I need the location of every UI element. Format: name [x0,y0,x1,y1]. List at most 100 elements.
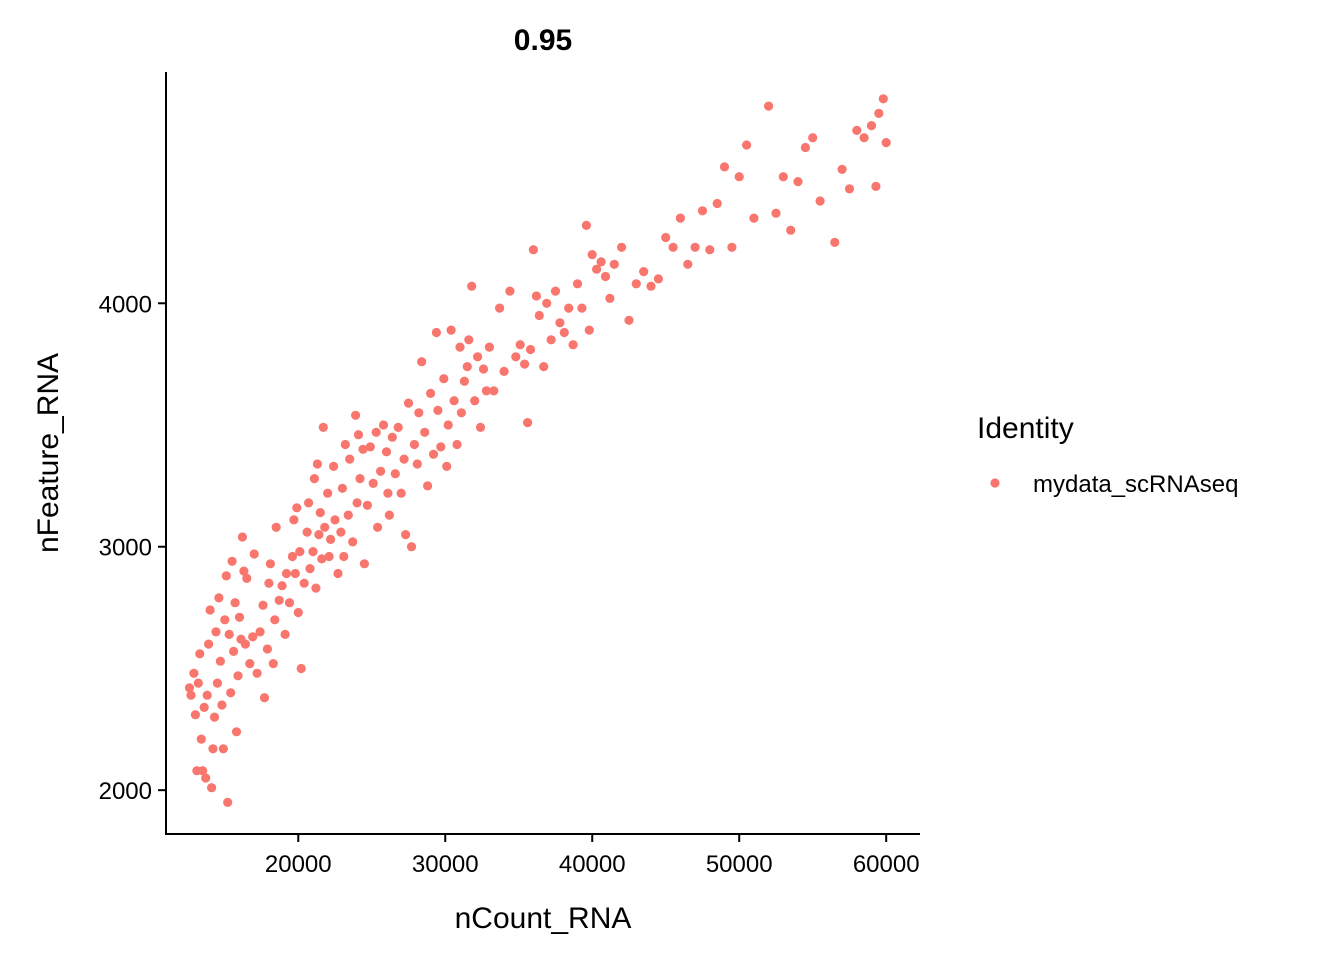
data-point-68 [308,547,318,557]
data-point-44 [258,600,268,610]
data-point-104 [383,488,393,498]
data-point-23 [220,615,230,625]
data-point-155 [539,362,549,372]
data-point-148 [515,340,525,350]
data-point-197 [800,142,811,153]
data-point-130 [452,439,462,450]
data-point-102 [378,420,389,430]
data-point-78 [324,551,334,562]
data-point-192 [764,101,774,111]
data-point-116 [414,408,424,418]
data-point-145 [499,366,509,376]
data-point-18 [212,678,222,688]
data-point-15 [208,744,218,754]
data-point-12 [204,639,214,649]
x-tick-label: 40000 [559,851,626,878]
data-point-69 [309,474,319,484]
data-point-169 [596,257,606,267]
data-point-92 [353,430,364,440]
data-point-206 [871,181,881,191]
data-point-140 [478,364,489,374]
data-point-115 [412,459,422,469]
data-point-112 [403,398,414,408]
data-point-156 [542,298,552,308]
data-point-91 [352,498,362,508]
data-point-48 [265,559,275,569]
x-tick-label: 30000 [412,851,479,878]
data-point-181 [675,213,686,223]
data-point-150 [523,418,533,428]
data-point-124 [436,442,446,452]
data-point-96 [362,500,372,510]
data-point-24 [221,571,231,581]
data-point-16 [209,712,220,722]
data-point-21 [217,700,227,710]
data-point-142 [484,342,494,352]
data-point-194 [778,172,788,182]
data-point-43 [255,627,265,637]
data-point-29 [229,646,239,657]
data-point-153 [531,291,542,301]
data-point-13 [205,605,215,615]
data-point-126 [442,461,452,471]
data-point-71 [312,459,322,469]
data-point-97 [365,442,375,452]
data-point-2 [189,668,199,678]
data-point-103 [381,447,392,457]
data-point-132 [456,408,466,418]
data-point-119 [423,481,433,491]
data-point-22 [218,744,228,754]
data-point-200 [830,237,840,247]
data-point-58 [289,515,299,525]
data-point-90 [351,410,361,420]
data-point-66 [304,498,314,508]
data-point-1 [186,690,196,700]
data-point-6 [195,649,205,659]
data-point-139 [475,422,486,432]
data-point-159 [555,318,565,328]
data-point-205 [866,121,877,131]
y-tick-label: 4000 [99,291,152,318]
data-point-40 [248,632,258,642]
data-point-163 [572,279,583,289]
data-point-70 [311,583,321,593]
data-point-168 [592,264,602,274]
data-point-81 [330,515,340,525]
data-point-171 [605,293,615,303]
data-point-93 [355,474,365,484]
data-point-9 [199,702,209,713]
data-point-195 [786,225,796,235]
data-point-28 [227,556,237,566]
data-point-129 [449,396,459,406]
data-point-208 [878,94,888,104]
y-axis-title: nFeature_RNA [32,353,65,553]
data-point-50 [270,615,280,625]
data-point-73 [315,507,325,518]
data-point-182 [683,259,693,269]
data-point-108 [393,422,403,432]
data-point-151 [525,344,536,355]
data-point-63 [296,663,306,674]
data-point-175 [631,279,641,289]
data-point-201 [837,164,847,174]
data-point-10 [201,773,211,783]
data-point-26 [224,629,234,640]
data-point-62 [295,547,305,557]
data-point-107 [390,469,400,479]
x-tick-label: 60000 [853,851,920,878]
data-point-143 [489,386,499,396]
data-point-152 [528,245,539,255]
data-point-167 [587,250,597,260]
data-point-125 [439,374,449,384]
x-axis-title: nCount_RNA [455,902,632,935]
data-point-136 [467,281,477,291]
data-point-134 [462,362,472,372]
data-point-162 [568,340,578,350]
data-point-123 [433,405,443,415]
data-point-120 [426,388,436,398]
data-point-52 [274,595,284,605]
data-point-177 [646,281,656,291]
data-point-41 [249,549,259,559]
data-point-172 [609,259,619,269]
